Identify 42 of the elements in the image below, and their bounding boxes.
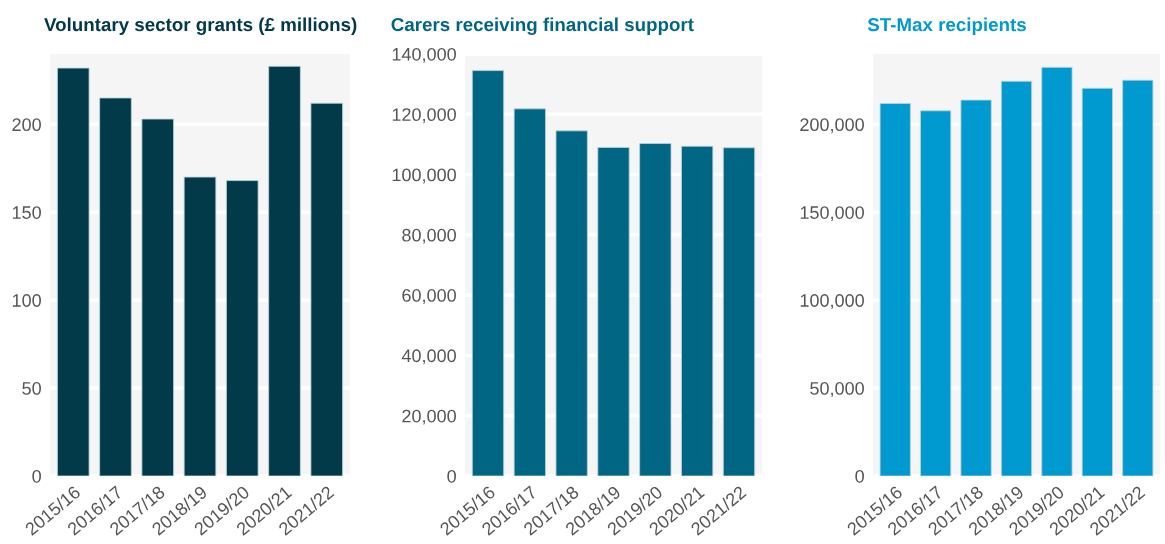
y-tick-label: 0 <box>32 469 41 483</box>
bar <box>597 147 630 476</box>
y-tick-label: 20,000 <box>402 409 456 425</box>
bar <box>1000 80 1033 476</box>
y-tick-label: 150 <box>12 206 41 219</box>
chart-title: ST-Max recipients <box>867 17 1026 36</box>
bar <box>920 110 952 476</box>
bar <box>183 176 217 476</box>
bar <box>513 108 546 476</box>
y-tick-label: 40,000 <box>401 349 456 365</box>
bar <box>310 102 344 476</box>
y-tick-label: 200 <box>12 118 41 132</box>
bar <box>99 97 132 476</box>
bar <box>1122 79 1154 476</box>
bar <box>960 99 992 476</box>
y-tick-label: 100 <box>12 294 41 307</box>
y-tick-label: 100,000 <box>800 294 864 310</box>
y-tick-label: 50,000 <box>810 382 864 397</box>
bar <box>879 102 911 476</box>
y-tick-label: 0 <box>447 469 456 483</box>
bar <box>722 147 756 476</box>
bar <box>268 65 301 476</box>
bar <box>639 143 672 476</box>
y-tick-label: 140,000 <box>392 47 456 63</box>
chart-title: Carers receiving financial support <box>391 17 694 36</box>
bar <box>225 180 259 476</box>
bar <box>471 70 505 476</box>
y-tick-label: 150,000 <box>800 206 864 222</box>
bar <box>141 118 175 476</box>
y-tick-label: 0 <box>855 469 864 483</box>
y-tick-label: 50 <box>22 382 41 395</box>
y-tick-label: 60,000 <box>402 289 456 304</box>
y-tick-label: 120,000 <box>392 108 456 124</box>
y-tick-label: 100,000 <box>392 168 456 184</box>
chart-title: Voluntary sector grants (£ millions) <box>44 17 357 36</box>
bar <box>1041 66 1073 476</box>
bar <box>555 130 588 476</box>
bar <box>1081 87 1113 476</box>
y-tick-label: 80,000 <box>402 228 456 244</box>
bar <box>681 145 714 476</box>
y-tick-label: 200,000 <box>800 118 864 134</box>
bar <box>56 67 90 476</box>
